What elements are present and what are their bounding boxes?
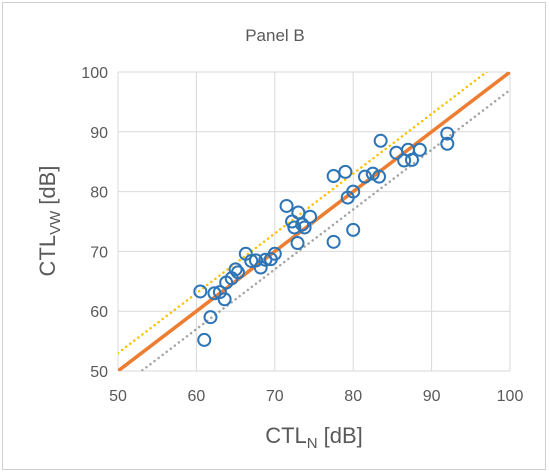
lower-bound-line bbox=[139, 88, 510, 371]
y-axis-title: CTLVW [dB] bbox=[35, 166, 64, 277]
gridlines bbox=[117, 71, 511, 372]
data-point bbox=[228, 262, 243, 277]
data-point bbox=[290, 236, 305, 251]
data-point bbox=[357, 169, 372, 184]
x-axis-title-unit: [dB] bbox=[324, 423, 363, 448]
chart-frame: 50 60 70 80 90 100 50 60 70 80 90 100 Panel B CTLN… bbox=[2, 2, 546, 470]
data-point bbox=[346, 222, 361, 237]
data-point bbox=[440, 126, 455, 141]
y-tick-label: 100 bbox=[81, 65, 108, 82]
data-points bbox=[193, 126, 455, 347]
data-point bbox=[203, 310, 218, 325]
x-tick-label: 80 bbox=[344, 388, 362, 405]
y-axis-title-unit: [dB] bbox=[35, 166, 60, 205]
data-point bbox=[193, 284, 208, 299]
data-point bbox=[372, 169, 387, 184]
data-point bbox=[197, 332, 212, 347]
x-tick-label: 50 bbox=[109, 388, 127, 405]
y-tick-label: 80 bbox=[90, 185, 108, 202]
y-tick-label: 70 bbox=[90, 244, 108, 261]
data-point bbox=[287, 220, 302, 235]
data-point bbox=[338, 164, 353, 179]
data-point bbox=[303, 209, 318, 224]
y-axis-title-subscript: VW bbox=[47, 210, 64, 235]
data-point bbox=[207, 286, 222, 301]
data-point bbox=[291, 205, 306, 220]
upper-bound-line bbox=[118, 72, 489, 355]
y-axis-title-main: CTL bbox=[35, 235, 60, 277]
x-tick-label: 90 bbox=[423, 388, 441, 405]
y-tick-label: 50 bbox=[90, 364, 108, 381]
data-point bbox=[230, 265, 245, 280]
chart-title: Panel B bbox=[245, 26, 305, 45]
y-tick-label: 60 bbox=[90, 304, 108, 321]
data-point bbox=[279, 198, 294, 213]
data-point bbox=[346, 184, 361, 199]
data-point bbox=[267, 246, 282, 261]
x-axis-title: CTLN [dB] bbox=[265, 423, 363, 452]
data-point bbox=[412, 142, 427, 157]
data-point bbox=[326, 234, 341, 249]
x-tick-labels: 50 60 70 80 90 100 bbox=[109, 388, 523, 405]
x-axis-title-main: CTL bbox=[265, 423, 307, 448]
y-tick-label: 90 bbox=[90, 125, 108, 142]
x-tick-label: 70 bbox=[266, 388, 284, 405]
data-point bbox=[248, 253, 263, 268]
data-point bbox=[440, 136, 455, 151]
data-point bbox=[326, 169, 341, 184]
data-point bbox=[373, 133, 388, 148]
data-point bbox=[405, 152, 419, 167]
data-point bbox=[217, 292, 232, 307]
x-tick-label: 100 bbox=[497, 388, 524, 405]
data-point bbox=[297, 220, 312, 235]
data-point bbox=[212, 285, 227, 300]
y-tick-labels: 50 60 70 80 90 100 bbox=[81, 65, 108, 381]
x-tick-label: 60 bbox=[188, 388, 206, 405]
data-point bbox=[244, 253, 259, 268]
x-axis-title-subscript: N bbox=[307, 435, 318, 452]
data-point bbox=[295, 217, 310, 232]
